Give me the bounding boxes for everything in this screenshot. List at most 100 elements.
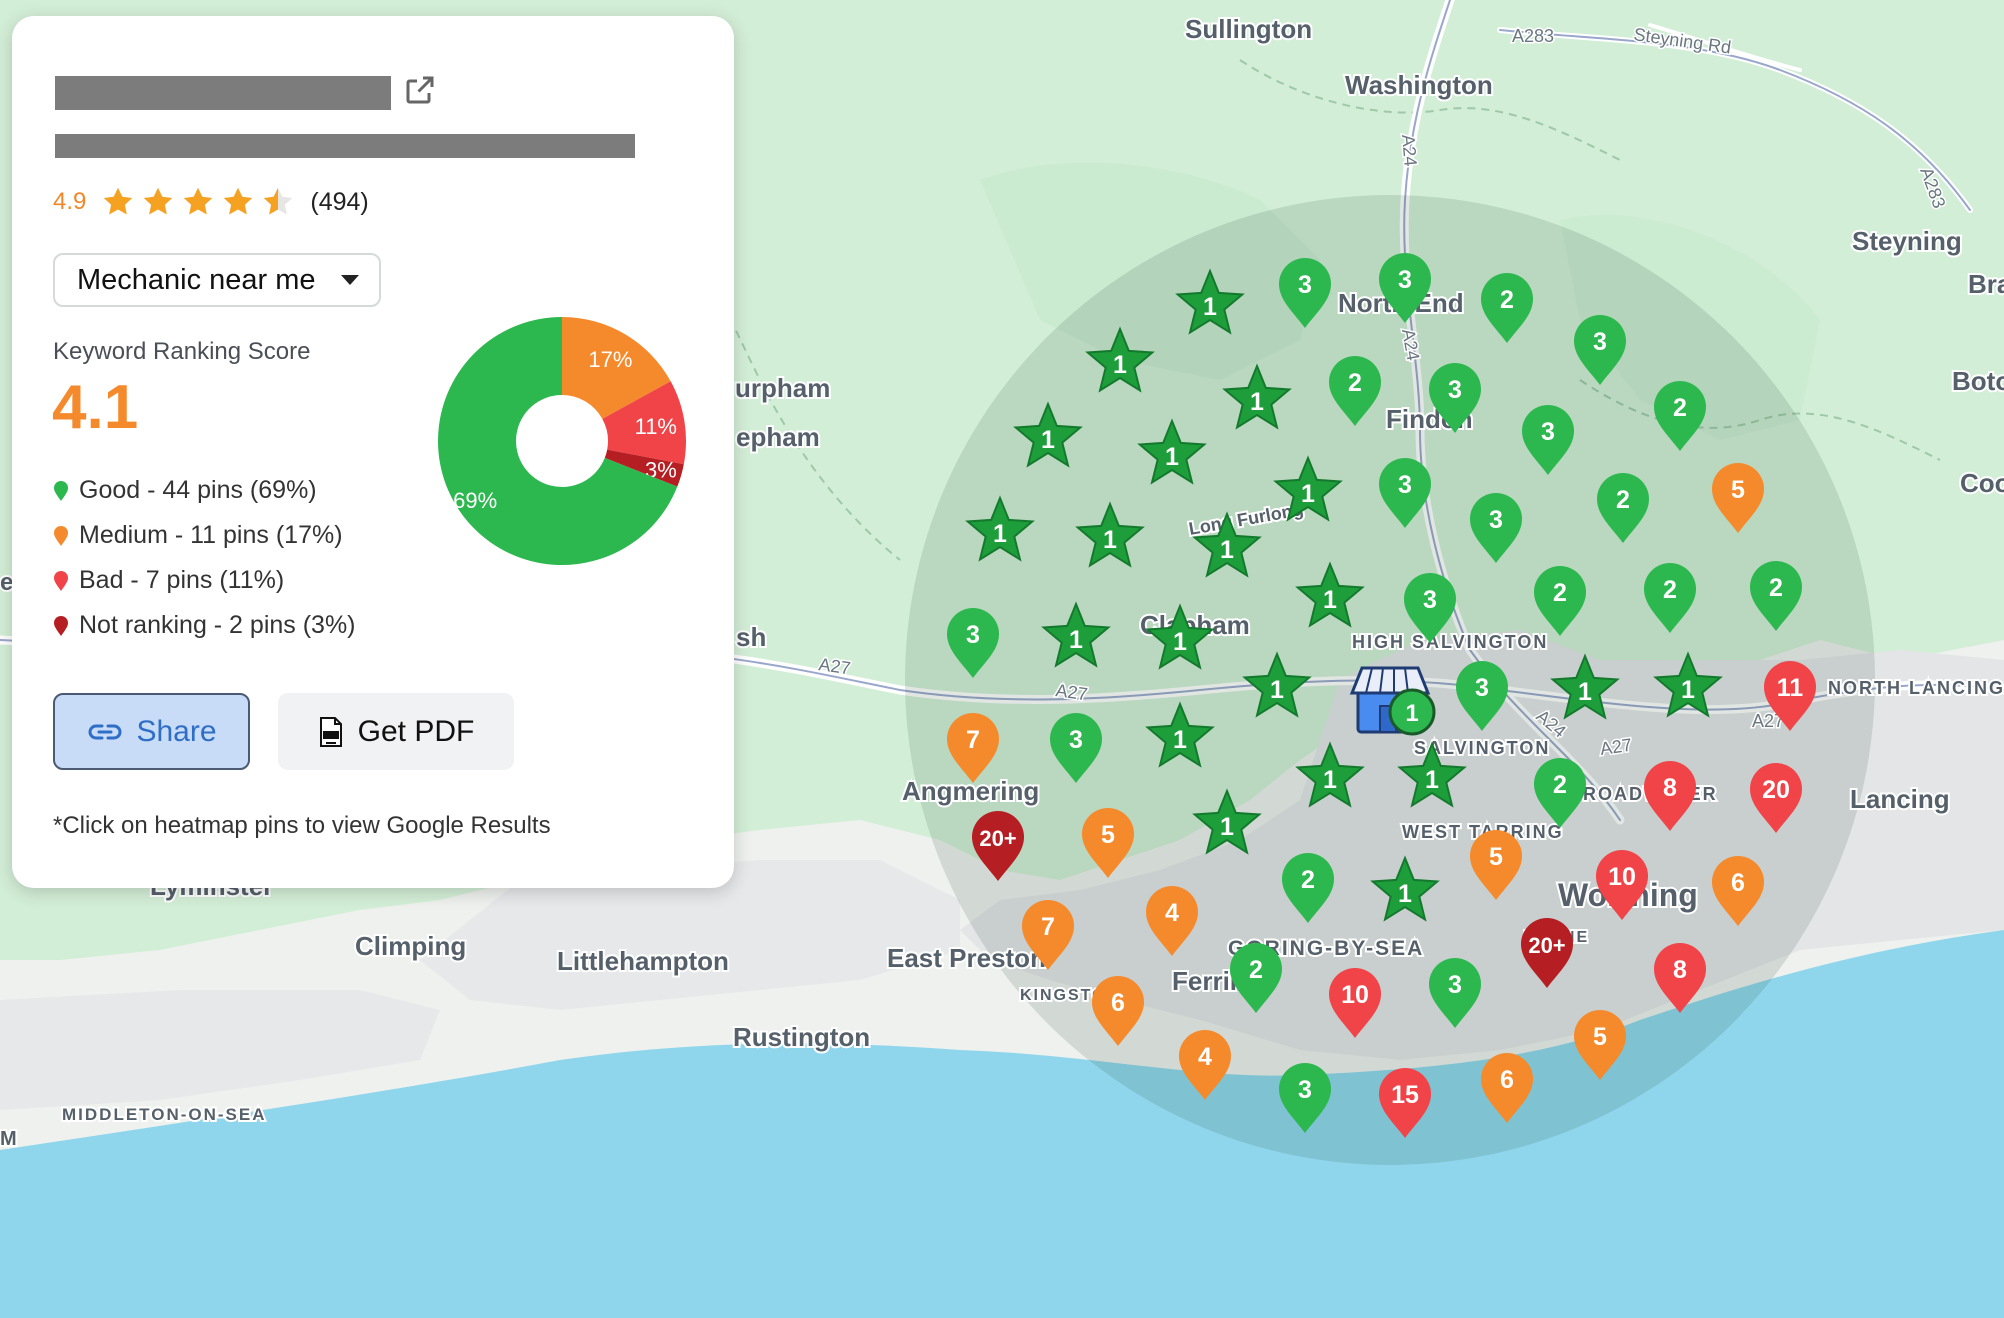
heatmap-pin[interactable]: 3 — [1379, 253, 1431, 323]
heatmap-pin[interactable]: 5 — [1082, 808, 1134, 878]
pin-shape — [1404, 573, 1456, 643]
heatmap-pin[interactable]: 2 — [1534, 758, 1586, 828]
heatmap-pin[interactable]: 2 — [1329, 356, 1381, 426]
heatmap-pin[interactable]: 20+ — [972, 811, 1024, 881]
external-link-icon[interactable] — [402, 72, 438, 108]
heatmap-pin[interactable]: 2 — [1481, 273, 1533, 343]
pin-rank-label: 20+ — [979, 826, 1016, 851]
heatmap-star-pin[interactable]: 1 — [1192, 788, 1262, 855]
heatmap-pin[interactable]: 6 — [1712, 856, 1764, 926]
heatmap-star-pin[interactable]: 1 — [1075, 501, 1145, 568]
heatmap-star-pin[interactable]: 1 — [1175, 268, 1245, 335]
heatmap-pin[interactable]: 3 — [1279, 258, 1331, 328]
keyword-dropdown[interactable]: Mechanic near me — [53, 253, 381, 307]
heatmap-pin[interactable]: 10 — [1596, 850, 1648, 920]
score-value: 4.1 — [52, 373, 139, 442]
heatmap-pin[interactable]: 3 — [1456, 661, 1508, 731]
heatmap-star-pin[interactable]: 1 — [1041, 601, 1111, 668]
heatmap-pin[interactable]: 10 — [1329, 968, 1381, 1038]
heatmap-star-pin[interactable]: 1 — [1295, 561, 1365, 628]
heatmap-pin[interactable]: 20+ — [1521, 918, 1573, 988]
pin-shape — [1379, 1068, 1431, 1138]
heatmap-pin[interactable]: 3 — [1522, 405, 1574, 475]
legend-item-bad: Bad - 7 pins (11%) — [53, 558, 356, 603]
heatmap-pin[interactable]: 20 — [1750, 763, 1802, 833]
heatmap-pin[interactable]: 3 — [1429, 958, 1481, 1028]
heatmap-pin[interactable]: 3 — [1429, 363, 1481, 433]
heatmap-pin[interactable]: 5 — [1470, 830, 1522, 900]
get-pdf-button[interactable]: Get PDF — [278, 693, 514, 770]
business-info-panel: 4.9 (494) Mechanic near me Keyword Ranki… — [12, 16, 734, 888]
heatmap-pin[interactable]: 6 — [1092, 976, 1144, 1046]
heatmap-pin[interactable]: 2 — [1644, 563, 1696, 633]
heatmap-star-pin[interactable]: 1 — [1273, 455, 1343, 522]
heatmap-pin[interactable]: 2 — [1534, 566, 1586, 636]
business-marker[interactable]: 1 — [1349, 666, 1436, 736]
heatmap-star-pin[interactable]: 1 — [1145, 701, 1215, 768]
share-button[interactable]: Share — [53, 693, 250, 770]
heatmap-star-pin[interactable]: 1 — [1013, 401, 1083, 468]
star-pin-shape — [1075, 501, 1145, 568]
heatmap-pin[interactable]: 8 — [1654, 943, 1706, 1013]
heatmap-pin[interactable]: 3 — [1379, 458, 1431, 528]
place-boto: Boto — [1952, 366, 2004, 396]
heatmap-pin[interactable]: 2 — [1230, 943, 1282, 1013]
place-rustington: Rustington — [733, 1022, 870, 1052]
heatmap-pin[interactable]: 4 — [1146, 886, 1198, 956]
heatmap-pin[interactable]: 3 — [1404, 573, 1456, 643]
heatmap-star-pin[interactable]: 1 — [1145, 603, 1215, 670]
redacted-business-name — [55, 76, 391, 110]
pin-rank-label: 3 — [966, 621, 980, 649]
star-pin-shape — [1192, 511, 1262, 578]
pin-shape — [1429, 958, 1481, 1028]
heatmap-star-pin[interactable]: 1 — [1137, 418, 1207, 485]
heatmap-star-pin[interactable]: 1 — [1653, 651, 1723, 718]
pin-shape — [1574, 1010, 1626, 1080]
pin-shape — [1379, 458, 1431, 528]
pdf-file-icon — [319, 716, 342, 747]
pin-rank-label: 1 — [1425, 766, 1439, 794]
pin-shape — [1712, 463, 1764, 533]
heatmap-pin[interactable]: 3 — [1279, 1063, 1331, 1133]
map-path — [1579, 379, 1941, 461]
pin-rank-label: 2 — [1348, 369, 1362, 397]
pin-rank-label: 8 — [1673, 956, 1687, 984]
heatmap-star-pin[interactable]: 1 — [1222, 363, 1292, 430]
heatmap-star-pin[interactable]: 1 — [1295, 741, 1365, 808]
heatmap-pin[interactable]: 8 — [1644, 761, 1696, 831]
heatmap-pin[interactable]: 15 — [1379, 1068, 1431, 1138]
heatmap-pin[interactable]: 2 — [1654, 381, 1706, 451]
heatmap-pin[interactable]: 3 — [1574, 315, 1626, 385]
heatmap-pin[interactable]: 5 — [1712, 463, 1764, 533]
heatmap-pin[interactable]: 7 — [947, 713, 999, 783]
legend-label: Good - 44 pins (69%) — [79, 476, 317, 504]
heatmap-star-pin[interactable]: 1 — [1370, 855, 1440, 922]
heatmap-star-pin[interactable]: 1 — [1192, 511, 1262, 578]
heatmap-pin[interactable]: 11 — [1764, 661, 1816, 731]
heatmap-pin[interactable]: 3 — [1050, 713, 1102, 783]
heatmap-pin[interactable]: 3 — [947, 608, 999, 678]
heatmap-pin[interactable]: 2 — [1597, 473, 1649, 543]
heatmap-star-pin[interactable]: 1 — [1242, 651, 1312, 718]
heatmap-pin[interactable]: 2 — [1282, 853, 1334, 923]
heatmap-star-pin[interactable]: 1 — [1397, 741, 1467, 808]
pin-not-ranking-icon — [54, 615, 68, 636]
heatmap-star-pin[interactable]: 1 — [1085, 326, 1155, 393]
heatmap-star-pin[interactable]: 1 — [965, 495, 1035, 562]
caret-down-icon — [341, 275, 359, 285]
road-a27-mid: A27 — [1054, 680, 1089, 704]
heatmap-pin[interactable]: 6 — [1481, 1053, 1533, 1123]
heatmap-star-pin[interactable]: 1 — [1550, 653, 1620, 720]
heatmap-pin[interactable]: 3 — [1470, 493, 1522, 563]
pin-shape — [1712, 856, 1764, 926]
heatmap-pin[interactable]: 5 — [1574, 1010, 1626, 1080]
pin-rank-label: 1 — [993, 520, 1007, 548]
pin-shape — [1522, 405, 1574, 475]
place-climping: Climping — [355, 931, 466, 961]
pin-shape — [947, 713, 999, 783]
heatmap-pin[interactable]: 7 — [1022, 900, 1074, 970]
heatmap-pin[interactable]: 4 — [1179, 1030, 1231, 1100]
place-lancing: Lancing — [1850, 784, 1950, 814]
heatmap-pin[interactable]: 2 — [1750, 561, 1802, 631]
